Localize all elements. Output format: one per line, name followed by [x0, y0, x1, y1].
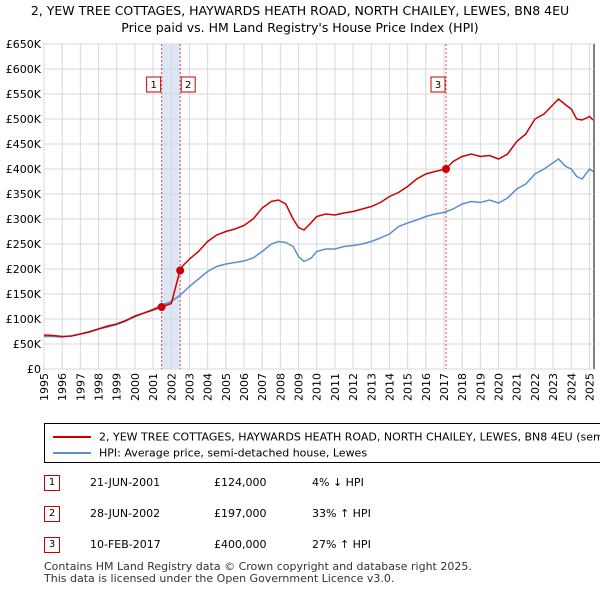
sale-marker-box-1	[146, 76, 162, 93]
x-tick-label: 2013	[365, 373, 378, 401]
x-tick-label: 2024	[565, 373, 578, 401]
legend-item-property: 2, YEW TREE COTTAGES, HAYWARDS HEATH ROA…	[53, 430, 600, 446]
legend-swatch-property	[53, 436, 91, 438]
x-tick-label: 2020	[493, 373, 506, 401]
x-axis-labels: 1995 1996 1997 1998 1999 2000 2001 2002 2003 2004…	[38, 373, 596, 401]
y-tick-label: £300K	[6, 213, 42, 226]
legend-swatch-hpi	[53, 452, 91, 454]
sale-price: £124,000	[214, 476, 267, 489]
x-tick-label: 2025	[583, 373, 596, 401]
x-tick-label: 2019	[474, 373, 487, 401]
y-tick-label: £200K	[6, 263, 42, 276]
y-tick-label: £600K	[6, 63, 42, 76]
sale-date: 10-FEB-2017	[90, 538, 161, 551]
sale-point-1	[157, 303, 166, 311]
x-tick-label: 1998	[93, 373, 106, 401]
sale-marker-label-3: 3	[435, 80, 441, 91]
y-tick-label: £350K	[6, 188, 42, 201]
x-tick-label: 2021	[511, 373, 524, 401]
x-tick-label: 2023	[547, 373, 560, 401]
x-tick-label: 2010	[311, 373, 324, 401]
y-tick-label: £0	[27, 363, 41, 376]
x-tick-label: 2002	[165, 373, 178, 401]
sale-point-2	[176, 266, 185, 275]
property-series-line	[43, 97, 594, 338]
x-tick-label: 2005	[220, 373, 233, 401]
x-tick-label: 1999	[111, 373, 124, 401]
chart-subtitle: Price paid vs. HM Land Registry's House …	[121, 20, 479, 35]
x-tick-label: 2003	[183, 373, 196, 401]
legend-label-property: 2, YEW TREE COTTAGES, HAYWARDS HEATH ROA…	[99, 430, 600, 444]
x-tick-label: 2018	[456, 373, 469, 401]
y-tick-label: £500K	[6, 113, 42, 126]
sale-row-3: 3 10-FEB-2017 £400,000 27% ↑ HPI	[44, 537, 600, 555]
x-tick-label: 2017	[438, 373, 451, 401]
x-tick-label: 2008	[274, 373, 287, 401]
legend: 2, YEW TREE COTTAGES, HAYWARDS HEATH ROA…	[44, 423, 600, 463]
sale-marker-box-2	[180, 76, 196, 93]
sale-date: 21-JUN-2001	[90, 476, 161, 489]
sale-marker-boxes: 1 2 3	[146, 76, 446, 93]
y-tick-label: £550K	[6, 88, 42, 101]
legend-item-hpi: HPI: Average price, semi-detached house,…	[53, 446, 367, 462]
sale-point-3	[442, 165, 450, 173]
price-chart: £0 £50K £100K £150K £200K £250K £300K £350K £400…	[6, 38, 597, 401]
y-tick-label: £250K	[6, 238, 42, 251]
y-tick-label: £650K	[6, 38, 42, 51]
x-tick-label: 2014	[383, 373, 396, 401]
sale-badge: 1	[44, 475, 60, 491]
sale-price: £197,000	[214, 507, 267, 520]
sale-marker-label-2: 2	[185, 80, 191, 91]
y-tick-label: £50K	[13, 338, 42, 351]
x-tick-label: 2004	[202, 373, 215, 401]
sale-row-2: 2 28-JUN-2002 £197,000 33% ↑ HPI	[44, 506, 600, 524]
sale-marker-label-1: 1	[150, 80, 156, 91]
y-tick-label: £150K	[6, 288, 42, 301]
sale-row-1: 1 21-JUN-2001 £124,000 4% ↓ HPI	[44, 475, 600, 493]
sale-hpi-change: 33% ↑ HPI	[312, 507, 371, 520]
x-tick-label: 2000	[129, 373, 142, 401]
grid-lines	[43, 43, 594, 370]
chart-title: 2, YEW TREE COTTAGES, HAYWARDS HEATH ROA…	[30, 3, 570, 18]
x-tick-label: 1995	[38, 373, 51, 401]
footer-licence: This data is licensed under the Open Gov…	[44, 572, 395, 585]
sale-hpi-change: 4% ↓ HPI	[312, 476, 364, 489]
x-tick-label: 2016	[420, 373, 433, 401]
x-tick-label: 2022	[529, 373, 542, 401]
y-axis-labels: £0 £50K £100K £150K £200K £250K £300K £350K £400…	[6, 38, 42, 376]
x-tick-label: 1997	[74, 373, 87, 401]
y-tick-label: £400K	[6, 163, 42, 176]
plot-background	[43, 43, 595, 370]
x-tick-label: 2001	[147, 373, 160, 401]
x-tick-label: 2012	[347, 373, 360, 401]
sale-hpi-change: 27% ↑ HPI	[312, 538, 371, 551]
y-tick-label: £100K	[6, 313, 42, 326]
sale-marker-box-3	[430, 76, 446, 93]
footer: Contains HM Land Registry data © Crown c…	[44, 561, 472, 585]
y-tick-label: £450K	[6, 138, 42, 151]
x-tick-label: 2009	[293, 373, 306, 401]
sale-badge: 3	[44, 537, 60, 553]
x-tick-label: 2011	[329, 373, 342, 401]
x-tick-label: 2007	[256, 373, 269, 401]
sale-date: 28-JUN-2002	[90, 507, 161, 520]
sale-price: £400,000	[214, 538, 267, 551]
footer-copyright: Contains HM Land Registry data © Crown c…	[44, 560, 472, 573]
x-tick-label: 1996	[56, 373, 69, 401]
chart-title-block: 2, YEW TREE COTTAGES, HAYWARDS HEATH ROA…	[0, 2, 600, 36]
legend-label-hpi: HPI: Average price, semi-detached house,…	[99, 446, 368, 460]
sale-badge: 2	[44, 506, 60, 522]
sale-points	[157, 165, 450, 311]
x-tick-label: 2006	[238, 373, 251, 401]
x-tick-label: 2015	[402, 373, 415, 401]
